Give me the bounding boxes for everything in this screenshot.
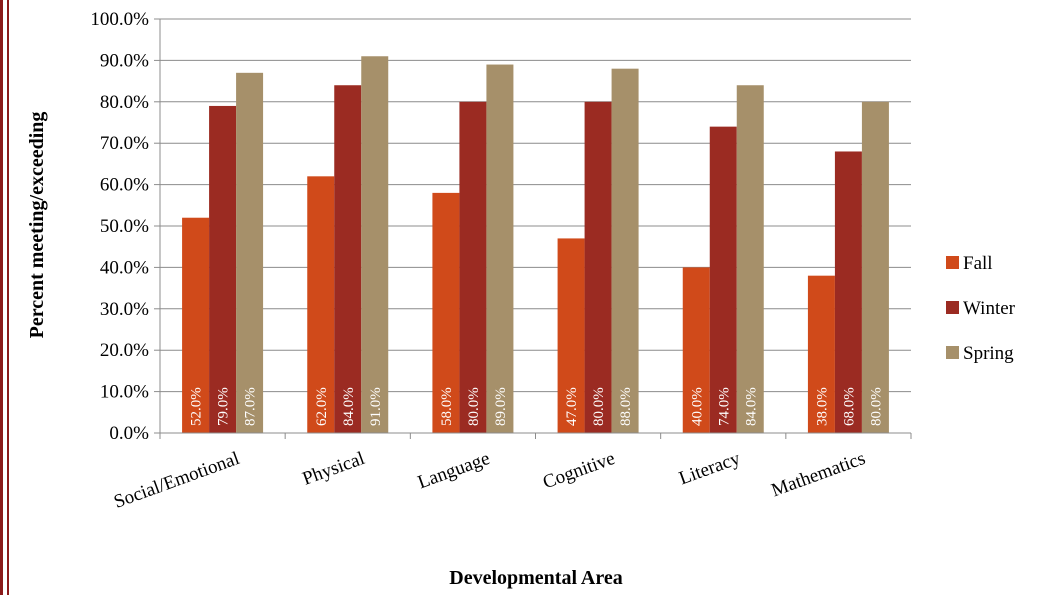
data-label: 74.0%	[716, 387, 732, 426]
data-label: 40.0%	[689, 387, 705, 426]
x-category-label: Social/Emotional	[111, 448, 242, 513]
page-border-inner	[7, 0, 9, 595]
data-label: 38.0%	[814, 387, 830, 426]
data-label: 58.0%	[439, 387, 455, 426]
legend-label-winter: Winter	[963, 298, 1016, 319]
data-label: 79.0%	[216, 387, 232, 426]
y-axis-title: Percent meeting/exceeding	[26, 112, 48, 339]
y-tick-label: 60.0%	[100, 175, 149, 196]
x-axis-title: Developmental Area	[449, 567, 623, 589]
data-label: 89.0%	[493, 387, 509, 426]
data-label: 47.0%	[564, 387, 580, 426]
data-label: 80.0%	[466, 387, 482, 426]
y-tick-label: 80.0%	[100, 92, 149, 113]
data-label: 80.0%	[868, 387, 884, 426]
bar-spring	[236, 72, 264, 433]
y-tick-label: 90.0%	[100, 50, 149, 71]
data-label: 91.0%	[368, 387, 384, 426]
bar-fall	[432, 192, 460, 433]
gridlines	[160, 18, 911, 393]
bars	[182, 56, 889, 434]
data-label: 84.0%	[743, 387, 759, 426]
bar-fall	[182, 217, 210, 433]
y-tick-label: 100.0%	[90, 9, 149, 30]
legend: Fall Winter Spring	[946, 253, 1016, 364]
legend-label-fall: Fall	[963, 253, 993, 274]
bar-spring	[861, 101, 889, 434]
bar-winter	[209, 105, 237, 433]
bar-fall	[682, 267, 710, 433]
y-tick-label: 0.0%	[109, 423, 149, 444]
axes	[154, 18, 912, 439]
bar-fall	[307, 176, 335, 433]
y-tick-label: 20.0%	[100, 340, 149, 361]
page-border-outer	[0, 0, 3, 595]
legend-swatch-fall	[946, 256, 959, 269]
bar-spring	[486, 64, 514, 433]
x-category-label: Cognitive	[540, 448, 618, 493]
bar-winter	[584, 101, 612, 434]
y-tick-label: 40.0%	[100, 257, 149, 278]
bar-spring	[611, 68, 639, 434]
x-category-label: Language	[415, 448, 493, 493]
bar-spring	[736, 85, 764, 434]
data-label: 88.0%	[618, 387, 634, 426]
x-category-label: Literacy	[676, 448, 743, 490]
bar-winter	[334, 85, 362, 434]
y-tick-label: 50.0%	[100, 216, 149, 237]
data-label: 68.0%	[841, 387, 857, 426]
bar-spring	[361, 56, 389, 433]
bar-winter	[834, 151, 862, 434]
y-tick-label: 70.0%	[100, 133, 149, 154]
data-label: 80.0%	[591, 387, 607, 426]
y-tick-label: 30.0%	[100, 299, 149, 320]
legend-swatch-spring	[946, 346, 959, 359]
y-tick-label: 10.0%	[100, 382, 149, 403]
bar-fall	[807, 275, 835, 433]
bar-winter	[709, 126, 737, 433]
data-label: 84.0%	[341, 387, 357, 426]
legend-swatch-winter	[946, 301, 959, 314]
bar-fall	[557, 238, 585, 433]
bar-winter	[459, 101, 487, 434]
legend-label-spring: Spring	[963, 343, 1014, 364]
data-label: 52.0%	[189, 387, 205, 426]
data-label: 62.0%	[314, 387, 330, 426]
x-category-label: Physical	[300, 448, 368, 490]
x-category-label: Mathematics	[769, 448, 868, 501]
data-label: 87.0%	[243, 387, 259, 426]
